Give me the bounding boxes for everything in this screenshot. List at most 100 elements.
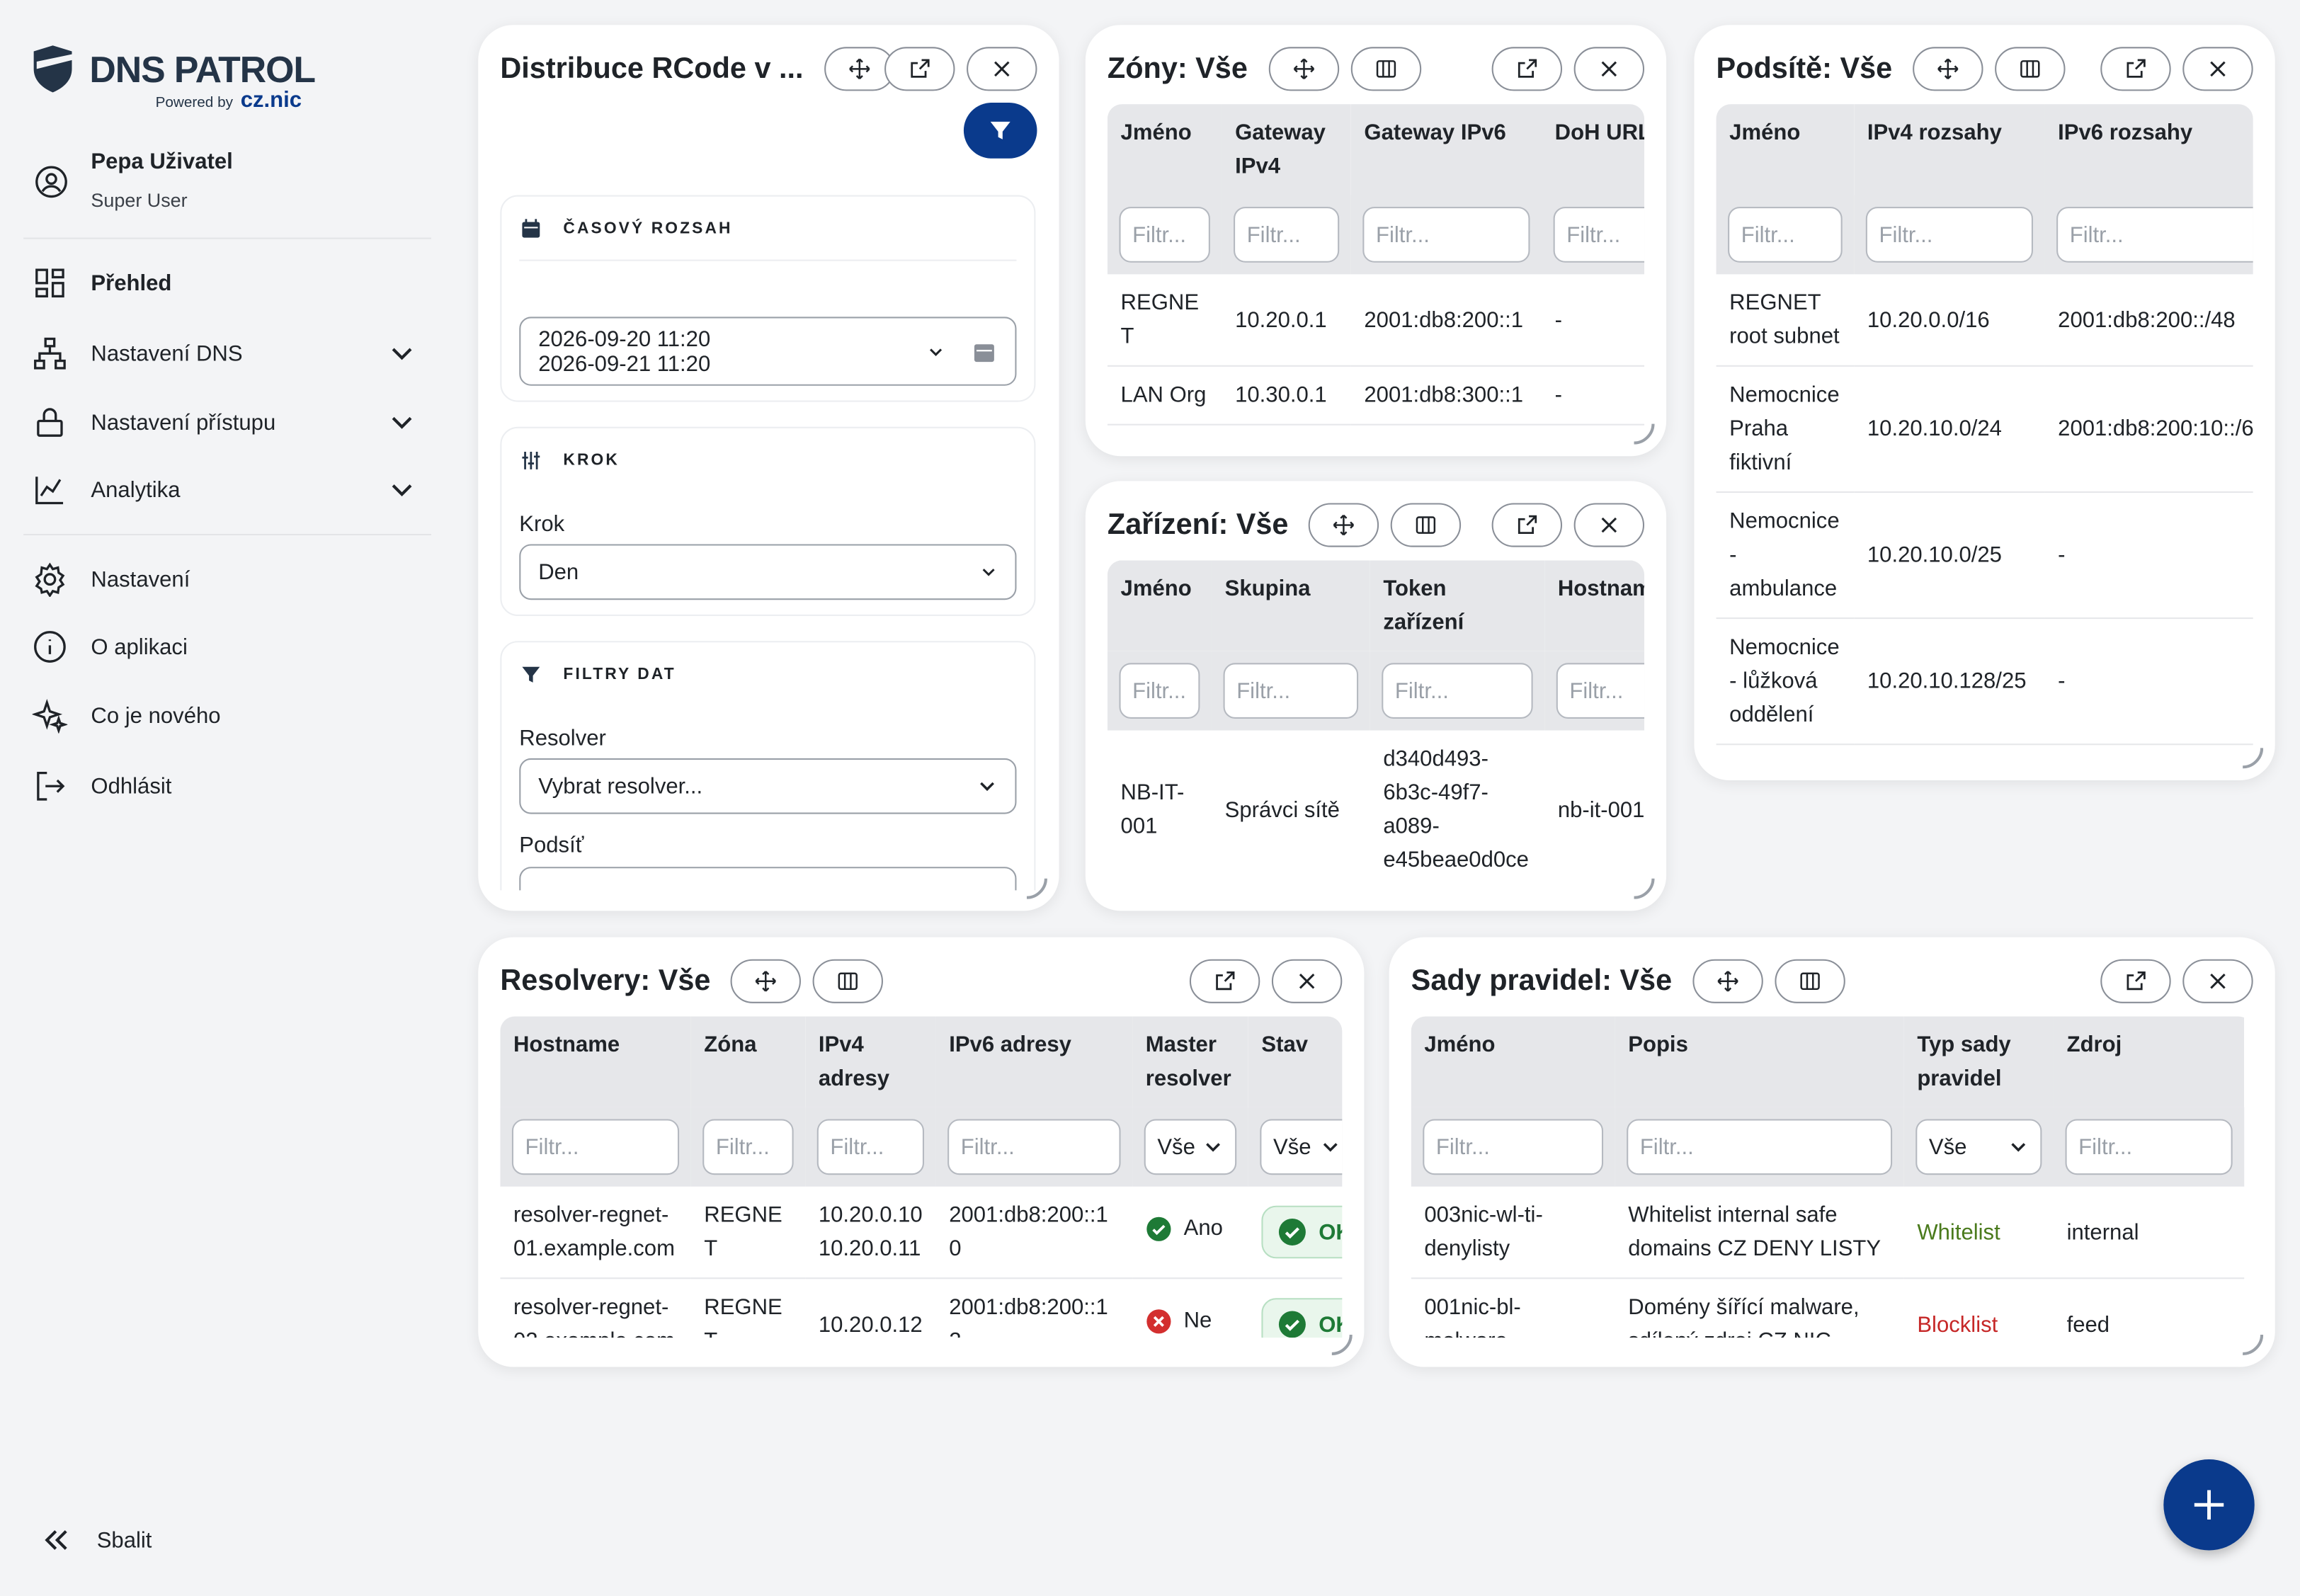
move-button[interactable]: [731, 959, 802, 1003]
column-header: Hostname: [500, 1016, 691, 1107]
table-cell: 2001:db8:200:10::/64: [2044, 365, 2253, 493]
add-widget-button[interactable]: [2163, 1459, 2255, 1551]
filter-select[interactable]: Vše: [1915, 1119, 2042, 1175]
table-cell: resolver-regnet-02.example.com: [500, 1278, 691, 1338]
placeholder: Filtr...: [1435, 1134, 1490, 1160]
filter-input[interactable]: Filtr...: [2065, 1119, 2233, 1175]
filter-input[interactable]: Filtr...: [816, 1119, 924, 1175]
close-button[interactable]: [967, 47, 1037, 91]
table-row: resolver-regnet-02.example.comREGNET10.2…: [500, 1278, 1343, 1338]
data-table: Hostname Zóna IPv4 adresy IPv6 adresy Master…: [500, 1016, 1343, 1338]
open-icon: [911, 59, 930, 78]
resize-handle: [1631, 876, 1655, 899]
column-header: Skupina: [1211, 560, 1370, 651]
filter-button[interactable]: [963, 102, 1037, 159]
filter-input[interactable]: Filtr...: [1627, 1119, 1893, 1175]
placeholder: Filtr...: [2069, 222, 2124, 248]
filter-input[interactable]: Filtr...: [1423, 1119, 1604, 1175]
move-button[interactable]: [1309, 503, 1379, 547]
nav-item[interactable]: Odhlásit: [33, 764, 431, 808]
filter-input[interactable]: Filtr...: [1382, 663, 1533, 719]
circle: [1278, 1218, 1306, 1246]
nav-item[interactable]: O aplikaci: [33, 625, 431, 668]
filter-input[interactable]: Filtr...: [1865, 207, 2033, 263]
filter-input[interactable]: Filtr...: [2056, 207, 2253, 263]
move-button[interactable]: [1913, 47, 1983, 91]
table-cell: -: [1542, 274, 1645, 367]
path: [994, 61, 1010, 77]
cols-button[interactable]: [1391, 503, 1462, 547]
resize-handle: [2240, 1332, 2264, 1355]
widget-actions: [2100, 47, 2253, 91]
nav-label: Nastavení přístupu: [91, 409, 276, 435]
filter-input[interactable]: Filtr...: [1223, 663, 1359, 719]
filter-input[interactable]: Filtr...: [1728, 207, 1843, 263]
move-button[interactable]: [1692, 959, 1763, 1003]
move-button[interactable]: [824, 47, 894, 91]
select-value: Vše: [1157, 1134, 1195, 1160]
columns-icon: [838, 972, 858, 991]
table-row: Nemocnice - lůžková oddělení 10.20.10.128…: [1716, 618, 2253, 746]
filter-input[interactable]: Filtr...: [1119, 207, 1210, 263]
date-range-select[interactable]: 2026-09-20 11:20 2026-09-21 11:20: [519, 317, 1017, 386]
nav-item[interactable]: Nastavení přístupu: [33, 400, 431, 444]
open-button[interactable]: [2100, 47, 2171, 91]
filter-cell: Filtr...: [935, 1107, 1133, 1187]
filter-input[interactable]: Filtr...: [1234, 207, 1340, 263]
filter-input[interactable]: Filtr...: [1119, 663, 1200, 719]
column-header: Zóna: [690, 1016, 806, 1107]
nav-item[interactable]: Nastavení: [33, 557, 431, 601]
filter-input[interactable]: Filtr...: [1553, 207, 1645, 263]
step-select[interactable]: Den: [519, 544, 1017, 600]
close-button[interactable]: [1573, 503, 1645, 547]
filter-input[interactable]: Filtr...: [702, 1119, 794, 1175]
nav-item[interactable]: Analytika: [33, 468, 431, 512]
open-button[interactable]: [1189, 959, 1260, 1003]
filter-cell: Filtr...: [690, 1107, 806, 1187]
data-table: Jméno IPv4 rozsahy IPv6 rozsahy Filtr... Fil…: [1716, 104, 2253, 746]
table-row: Nemocnice - ambulance 10.20.10.0/25-: [1716, 491, 2253, 620]
filter-select[interactable]: Vše: [1260, 1119, 1343, 1175]
filter-input[interactable]: Filtr...: [511, 1119, 680, 1175]
table-cell: 2001:db8:200::1: [1350, 274, 1542, 367]
rect: [51, 268, 64, 279]
filter-input[interactable]: Filtr...: [947, 1119, 1121, 1175]
nav-item[interactable]: Přehled: [33, 261, 431, 305]
circle: [1278, 1311, 1306, 1338]
cell-text: Whitelist: [1917, 1219, 2000, 1245]
rect: [35, 287, 48, 298]
open-button[interactable]: [884, 47, 955, 91]
resolver-select[interactable]: Vybrat resolver...: [519, 758, 1017, 814]
move-button[interactable]: [1268, 47, 1339, 91]
path: [1026, 878, 1047, 899]
cols-button[interactable]: [1775, 959, 1845, 1003]
nav-item[interactable]: Co je nového: [32, 694, 431, 738]
cols-button[interactable]: [1995, 47, 2066, 91]
table-cell: 10.20.10.0/25: [1854, 491, 2045, 620]
close-icon: [2210, 61, 2226, 77]
open-button[interactable]: [1491, 503, 1563, 547]
close-button[interactable]: [1271, 959, 1343, 1003]
rect: [37, 419, 63, 437]
table-cell: -: [1542, 365, 1645, 426]
filter-input[interactable]: Filtr...: [1556, 663, 1645, 719]
filter-select[interactable]: Vše: [1144, 1119, 1237, 1175]
open-button[interactable]: [1491, 47, 1563, 91]
path: [1292, 58, 1314, 80]
collapse[interactable]: Sbalit: [38, 1518, 437, 1562]
path: [1323, 1143, 1338, 1152]
close-button[interactable]: [2182, 47, 2253, 91]
close-button[interactable]: [2182, 959, 2253, 1003]
open-button[interactable]: [2100, 959, 2171, 1003]
field-label: Krok: [519, 511, 565, 537]
nav-item[interactable]: Nastavení DNS: [33, 331, 431, 375]
subnet-select[interactable]: [519, 867, 1017, 891]
cols-button[interactable]: [1350, 47, 1421, 91]
column-header: Gateway IPv4: [1222, 104, 1351, 195]
filter-input[interactable]: Filtr...: [1362, 207, 1530, 263]
close-button[interactable]: [1573, 47, 1645, 91]
cols-button[interactable]: [813, 959, 884, 1003]
status-badge: OK: [1261, 1298, 1343, 1338]
widget-title: Sady pravidel: Vše: [1411, 964, 1673, 997]
